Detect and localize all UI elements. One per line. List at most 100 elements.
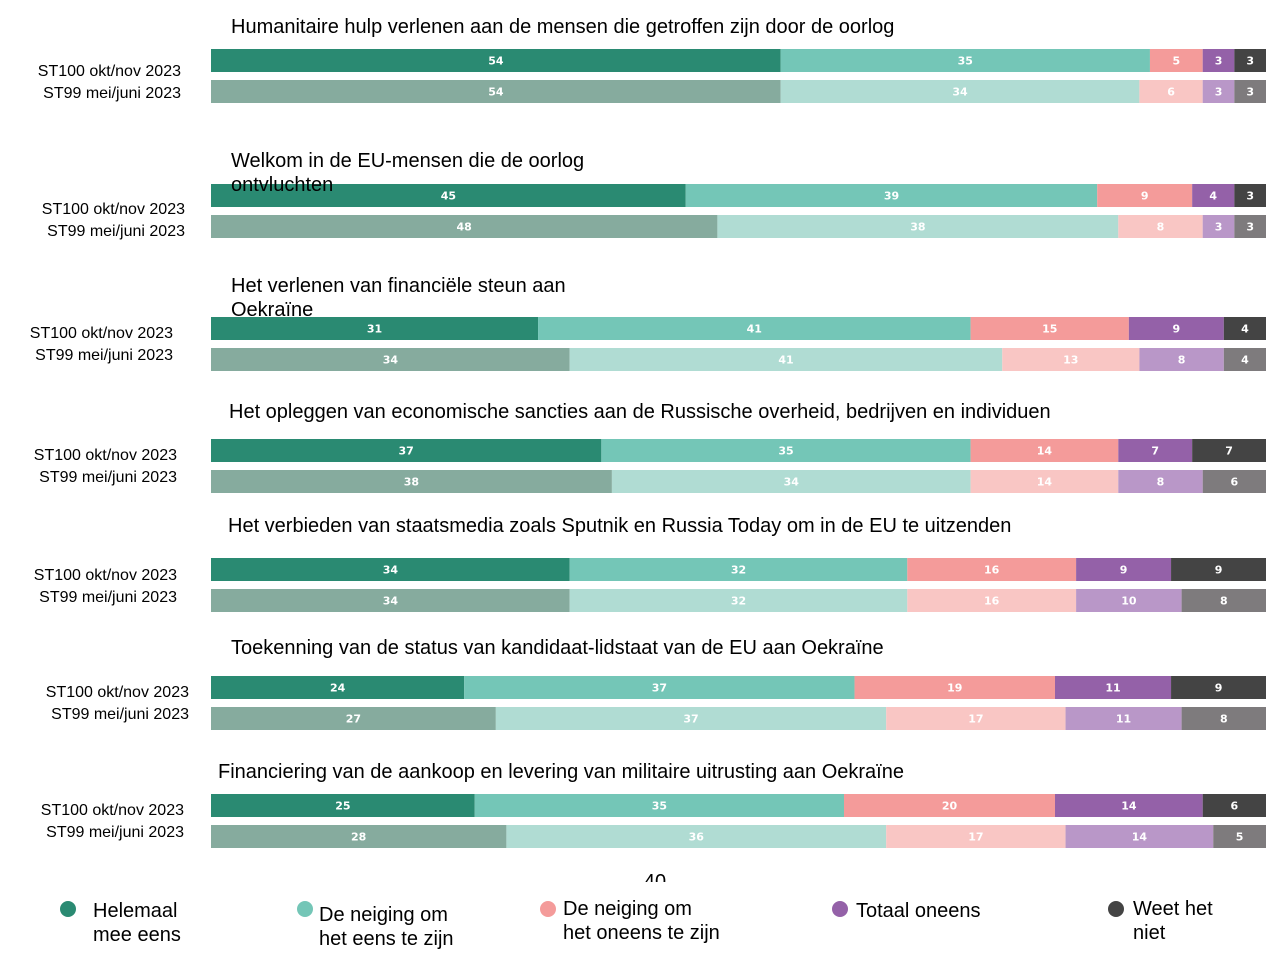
bar-segment (1192, 184, 1235, 207)
row-label: ST100 okt/nov 2023 (45, 684, 189, 701)
value-label: 3 (1215, 55, 1223, 68)
bar-segment (1118, 215, 1203, 238)
value-label: 27 (346, 713, 361, 726)
value-label: 38 (404, 476, 419, 489)
bar-segment (907, 589, 1077, 612)
value-label: 9 (1141, 190, 1149, 203)
bar-segment (211, 80, 781, 103)
value-label: 39 (884, 190, 899, 203)
legend-label: Weet het niet (1133, 898, 1213, 944)
legend-marker (1108, 901, 1124, 917)
value-label: 3 (1246, 55, 1254, 68)
bar-segment (717, 215, 1119, 238)
bar-segment (907, 558, 1077, 581)
row-label: ST99 mei/juni 2023 (51, 706, 189, 723)
row-label: ST100 okt/nov 2023 (29, 325, 173, 342)
bar-segment (1202, 49, 1235, 72)
bar-segment (1202, 80, 1235, 103)
bar-segment (970, 439, 1119, 462)
bar-segment (1171, 558, 1266, 581)
bar-segment (1234, 80, 1266, 103)
value-label: 8 (1157, 476, 1165, 489)
row-label: ST100 okt/nov 2023 (40, 802, 184, 819)
legend-marker (297, 901, 313, 917)
value-label: 41 (747, 323, 762, 336)
legend-marker (60, 901, 76, 917)
value-label: 35 (778, 445, 793, 458)
bar-segment (211, 184, 686, 207)
bar-segment (211, 825, 507, 848)
bar-segment (1076, 589, 1182, 612)
value-label: 6 (1167, 86, 1175, 99)
bar-segment (211, 215, 718, 238)
bar-segment (1202, 215, 1235, 238)
bar-segment (1223, 348, 1266, 371)
bar-segment (506, 825, 887, 848)
bar-segment (1118, 439, 1193, 462)
value-label: 16 (984, 564, 1000, 577)
value-label: 34 (383, 564, 399, 577)
value-label: 17 (968, 713, 983, 726)
value-label: 3 (1246, 86, 1254, 99)
row-label: ST99 mei/juni 2023 (43, 85, 181, 102)
row-label: ST99 mei/juni 2023 (39, 589, 177, 606)
legend-label: De neiging om het oneens te zijn (563, 898, 720, 944)
value-label: 35 (958, 55, 973, 68)
bar-segment (211, 348, 570, 371)
bar-segment (1097, 184, 1193, 207)
bar-segment (1065, 825, 1214, 848)
bar-segment (538, 317, 971, 340)
bar-segment (1192, 439, 1266, 462)
bar-segment (1181, 707, 1266, 730)
bar-segment (569, 589, 908, 612)
legend-marker (540, 901, 556, 917)
group-title: Welkom in de EU-mensen die de oorlog ont… (231, 150, 585, 196)
bar-segment (211, 794, 475, 817)
bar-segment (1234, 215, 1266, 238)
bar-segment (780, 49, 1150, 72)
bar-segment (211, 676, 465, 699)
bar-segment (1181, 589, 1266, 612)
value-label: 6 (1231, 476, 1239, 489)
value-label: 6 (1231, 800, 1239, 813)
value-label: 8 (1220, 713, 1228, 726)
bar-segment (211, 439, 602, 462)
value-label: 8 (1220, 595, 1228, 608)
bar-segment (601, 439, 971, 462)
bar-segment (1055, 676, 1172, 699)
value-label: 48 (457, 221, 472, 234)
bar-segment (970, 317, 1129, 340)
value-label: 14 (1037, 476, 1053, 489)
value-label: 34 (952, 86, 968, 99)
legend-label: Helemaal mee eens (93, 900, 181, 946)
value-label: 28 (351, 831, 366, 844)
group-title: Humanitaire hulp verlenen aan de mensen … (231, 16, 895, 38)
value-label: 54 (488, 55, 504, 68)
bar-segment (685, 184, 1098, 207)
value-label: 37 (399, 445, 414, 458)
bar-segment (1202, 470, 1266, 493)
value-label: 37 (683, 713, 698, 726)
value-label: 37 (652, 682, 667, 695)
bar-segment (1139, 348, 1224, 371)
bar-segment (474, 794, 844, 817)
value-label: 3 (1246, 221, 1254, 234)
bar-segment (211, 558, 570, 581)
bar-segment (854, 676, 1055, 699)
bar-segment (611, 470, 971, 493)
group-title: Het opleggen van economische sancties aa… (229, 401, 1051, 423)
value-label: 34 (784, 476, 800, 489)
bar-segment (886, 825, 1066, 848)
value-label: 7 (1151, 445, 1159, 458)
value-label: 15 (1042, 323, 1057, 336)
value-label: 35 (652, 800, 667, 813)
value-label: 14 (1132, 831, 1148, 844)
value-label: 25 (335, 800, 350, 813)
value-label: 8 (1157, 221, 1165, 234)
bar-segment (1234, 184, 1266, 207)
value-label: 24 (330, 682, 346, 695)
value-label: 34 (383, 354, 399, 367)
row-label: ST100 okt/nov 2023 (33, 567, 177, 584)
value-label: 41 (778, 354, 793, 367)
value-label: 19 (947, 682, 962, 695)
